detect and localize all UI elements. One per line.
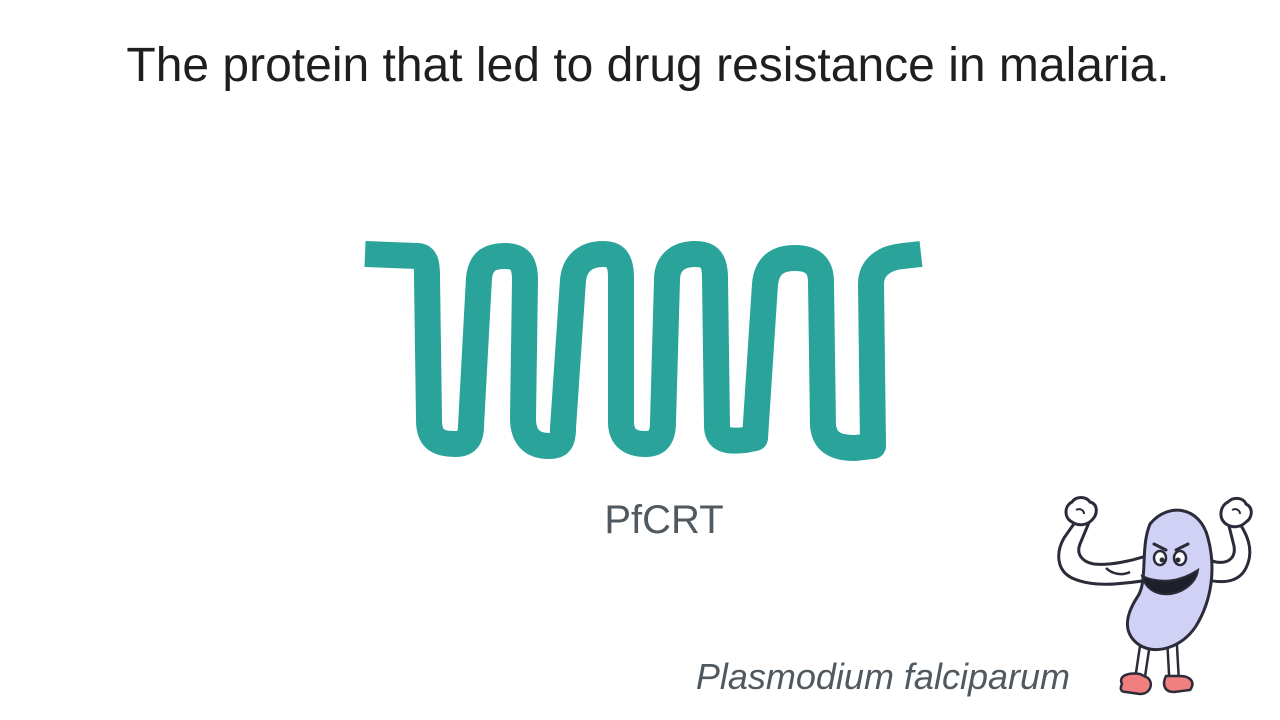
organism-name-label: Plasmodium falciparum	[695, 656, 1070, 697]
transmembrane-protein-icon	[364, 241, 923, 461]
flexing-parasite-mascot-icon	[1057, 496, 1253, 696]
slide-title: The protein that led to drug resistance …	[126, 39, 1170, 92]
protein-name-label: PfCRT	[604, 498, 724, 542]
protein-chain	[364, 241, 923, 461]
